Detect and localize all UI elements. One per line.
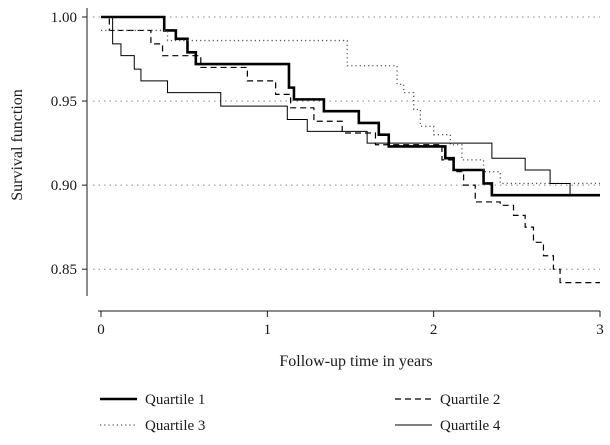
legend-label: Quartile 2: [440, 392, 500, 408]
legend: Quartile 1 Quartile 2 Quartile 3 Quartile 4: [100, 392, 501, 434]
legend-label: Quartile 1: [145, 392, 205, 408]
x-tick-label: 0: [97, 322, 105, 338]
series-line-quartile-2: [101, 16, 600, 284]
series-line-quartile-3: [101, 29, 600, 185]
gridlines: [93, 16, 600, 270]
series-lines: [101, 15, 600, 284]
series-line-quartile-4: [101, 16, 600, 196]
y-axis-label: Survival function: [9, 89, 26, 201]
x-tick-label: 2: [430, 322, 438, 338]
x-tick-label: 3: [596, 322, 604, 338]
legend-label: Quartile 3: [145, 418, 205, 434]
y-tick-label: 0.95: [51, 94, 77, 110]
x-axis-label: Follow-up time in years: [279, 353, 432, 370]
axis-ticks: 1.00 0.95 0.90 0.85 0 1 2 3: [51, 10, 604, 338]
y-tick-label: 0.85: [51, 262, 77, 278]
y-tick-label: 1.00: [51, 10, 77, 26]
x-tick-label: 1: [264, 322, 272, 338]
y-tick-label: 0.90: [51, 178, 77, 194]
legend-label: Quartile 4: [440, 418, 501, 434]
